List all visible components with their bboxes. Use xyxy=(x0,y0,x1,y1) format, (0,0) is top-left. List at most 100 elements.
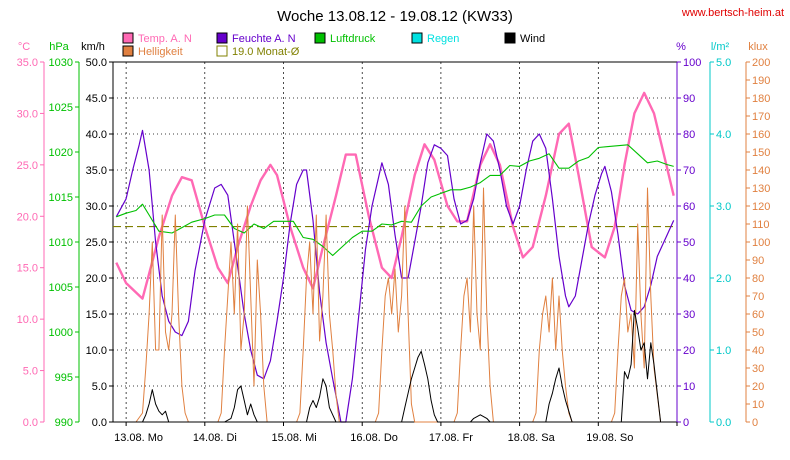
tick-label-rain: 2.0 xyxy=(716,273,731,285)
x-day-label: 19.08. So xyxy=(586,432,633,444)
unit-label-humidity: % xyxy=(676,41,686,53)
tick-label-light: 0 xyxy=(752,417,758,429)
grid xyxy=(113,62,677,422)
tick-label-light: 190 xyxy=(752,75,770,87)
tick-label-pressure: 1005 xyxy=(49,282,73,294)
tick-label-temp: 35.0 xyxy=(17,57,38,69)
chart-title: Woche 13.08.12 - 19.08.12 (KW33) xyxy=(277,8,513,25)
x-day-label: 13.08. Mo xyxy=(114,432,163,444)
tick-label-light: 110 xyxy=(752,219,770,231)
tick-label-humidity: 80 xyxy=(683,129,695,141)
tick-label-humidity: 50 xyxy=(683,237,695,249)
tick-label-light: 120 xyxy=(752,201,770,213)
tick-label-humidity: 20 xyxy=(683,345,695,357)
tick-label-rain: 4.0 xyxy=(716,129,731,141)
tick-label-light: 40 xyxy=(752,345,764,357)
tick-label-humidity: 100 xyxy=(683,57,701,69)
tick-label-light: 140 xyxy=(752,165,770,177)
tick-label-light: 10 xyxy=(752,399,764,411)
x-axis-day-labels: 13.08. Mo 14.08. Di 15.08. Mi 16.08. Do 17.0… xyxy=(114,432,633,444)
tick-label-wind: 0.0 xyxy=(92,417,107,429)
legend-swatch xyxy=(504,32,516,44)
tick-label-light: 180 xyxy=(752,93,770,105)
legend-swatch xyxy=(216,32,228,44)
tick-label-pressure: 1010 xyxy=(49,237,73,249)
tick-label-wind: 50.0 xyxy=(86,57,107,69)
tick-label-rain: 5.0 xyxy=(716,57,731,69)
tick-label-wind: 20.0 xyxy=(86,273,107,285)
x-day-label: 18.08. Sa xyxy=(508,432,556,444)
tick-label-temp: 10.0 xyxy=(17,314,38,326)
tick-label-humidity: 90 xyxy=(683,93,695,105)
unit-label-wind: km/h xyxy=(81,41,105,53)
tick-label-rain: 0.0 xyxy=(716,417,731,429)
tick-label-light: 170 xyxy=(752,111,770,123)
x-day-label: 16.08. Do xyxy=(350,432,398,444)
tick-label-humidity: 60 xyxy=(683,201,695,213)
tick-label-humidity: 0 xyxy=(683,417,689,429)
unit-label-temp: °C xyxy=(18,41,30,53)
tick-label-temp: 0.0 xyxy=(23,417,38,429)
legend-swatch xyxy=(411,32,423,44)
legend-swatch xyxy=(122,45,134,57)
tick-label-pressure: 1030 xyxy=(49,57,73,69)
source-link[interactable]: www.bertsch-heim.at xyxy=(681,7,784,19)
plot-area xyxy=(113,91,677,423)
tick-label-temp: 5.0 xyxy=(23,366,38,378)
tick-label-temp: 25.0 xyxy=(17,160,38,172)
tick-label-wind: 40.0 xyxy=(86,129,107,141)
series-line-temp-a-n xyxy=(115,91,675,300)
tick-label-light: 80 xyxy=(752,273,764,285)
tick-label-wind: 5.0 xyxy=(92,381,107,393)
legend-label: Feuchte A. N xyxy=(232,33,296,45)
series-line-wind xyxy=(116,309,662,423)
tick-label-light: 70 xyxy=(752,291,764,303)
legend-label: Temp. A. N xyxy=(138,33,192,45)
unit-label-rain: l/m² xyxy=(711,41,730,53)
tick-label-light: 200 xyxy=(752,57,770,69)
legend-swatch xyxy=(314,32,326,44)
tick-label-light: 100 xyxy=(752,237,770,249)
x-day-label: 15.08. Mi xyxy=(272,432,317,444)
tick-label-wind: 25.0 xyxy=(86,237,107,249)
tick-label-light: 20 xyxy=(752,381,764,393)
tick-label-light: 50 xyxy=(752,327,764,339)
tick-label-light: 30 xyxy=(752,363,764,375)
series-line-luftdruck xyxy=(116,144,674,257)
tick-label-wind: 35.0 xyxy=(86,165,107,177)
legend-label: 19.0 Monat-Ø xyxy=(232,46,300,58)
tick-label-humidity: 70 xyxy=(683,165,695,177)
tick-label-pressure: 995 xyxy=(55,372,73,384)
tick-label-temp: 15.0 xyxy=(17,263,38,275)
unit-label-pressure: hPa xyxy=(49,41,69,53)
tick-label-wind: 15.0 xyxy=(86,309,107,321)
tick-label-humidity: 10 xyxy=(683,381,695,393)
x-day-label: 14.08. Di xyxy=(193,432,237,444)
tick-label-pressure: 1020 xyxy=(49,147,73,159)
tick-label-rain: 3.0 xyxy=(716,201,731,213)
tick-label-light: 130 xyxy=(752,183,770,195)
tick-label-rain: 1.0 xyxy=(716,345,731,357)
tick-label-light: 60 xyxy=(752,309,764,321)
tick-label-wind: 45.0 xyxy=(86,93,107,105)
series-line-feuchte-a-n xyxy=(115,129,675,423)
legend-label: Luftdruck xyxy=(330,33,376,45)
x-day-label: 17.08. Fr xyxy=(429,432,473,444)
tick-label-wind: 30.0 xyxy=(86,201,107,213)
unit-label-light: klux xyxy=(748,41,768,53)
tick-label-pressure: 1015 xyxy=(49,192,73,204)
tick-label-wind: 10.0 xyxy=(86,345,107,357)
legend: Temp. A. N Feuchte A. N Luftdruck Regen Wind… xyxy=(122,32,545,58)
legend-swatch xyxy=(216,45,228,57)
legend-swatch xyxy=(122,32,134,44)
tick-label-humidity: 30 xyxy=(683,309,695,321)
tick-label-temp: 20.0 xyxy=(17,211,38,223)
tick-label-light: 160 xyxy=(752,129,770,141)
tick-label-pressure: 1000 xyxy=(49,327,73,339)
legend-label: Regen xyxy=(427,33,459,45)
legend-label: Wind xyxy=(520,33,545,45)
axes: 0.05.010.015.020.025.030.035.09909951000… xyxy=(17,57,771,429)
axis-unit-labels: °C hPa km/h% l/m² klux xyxy=(18,41,768,53)
tick-label-pressure: 990 xyxy=(55,417,73,429)
